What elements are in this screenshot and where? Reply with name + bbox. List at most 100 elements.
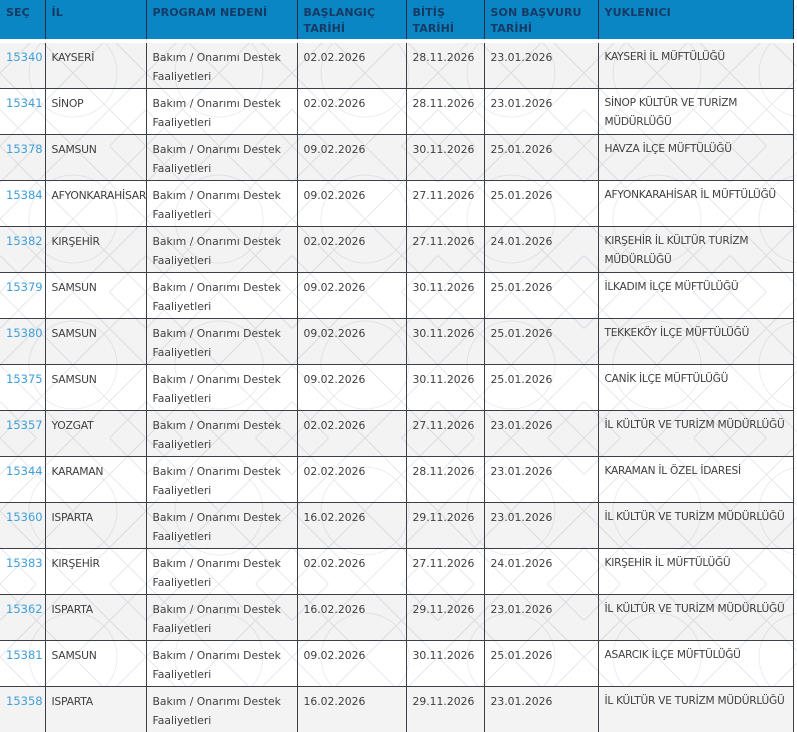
program-id-link[interactable]: 15380: [6, 326, 43, 340]
column-header-il: İL: [45, 0, 146, 41]
cell-yuklenici: ASARCIK İLÇE MÜFTÜLÜĞÜ: [598, 641, 793, 687]
program-id-link[interactable]: 15378: [6, 142, 43, 156]
cell-yuklenici: İL KÜLTÜR VE TURİZM MÜDÜRLÜĞÜ: [598, 411, 793, 457]
cell-sec: 15379: [0, 273, 45, 319]
cell-son-basvuru-tarihi: 25.01.2026: [484, 181, 598, 227]
cell-il: YOZGAT: [45, 411, 146, 457]
table-row: 15344 KARAMAN Bakım / Onarımı Destek Faa…: [0, 457, 793, 503]
cell-il: SAMSUN: [45, 135, 146, 181]
cell-son-basvuru-tarihi: 23.01.2026: [484, 503, 598, 549]
table-row: 15382 KIRŞEHİR Bakım / Onarımı Destek Fa…: [0, 227, 793, 273]
program-id-link[interactable]: 15384: [6, 188, 43, 202]
cell-son-basvuru-tarihi: 25.01.2026: [484, 319, 598, 365]
column-header-sec: SEÇ: [0, 0, 45, 41]
table-row: 15378 SAMSUN Bakım / Onarımı Destek Faal…: [0, 135, 793, 181]
cell-il: AFYONKARAHİSAR: [45, 181, 146, 227]
cell-yuklenici: AFYONKARAHİSAR İL MÜFTÜLÜĞÜ: [598, 181, 793, 227]
cell-baslangic-tarihi: 09.02.2026: [297, 135, 406, 181]
cell-yuklenici: İL KÜLTÜR VE TURİZM MÜDÜRLÜĞÜ: [598, 595, 793, 641]
cell-sec: 15360: [0, 503, 45, 549]
cell-bitis-tarihi: 28.11.2026: [406, 41, 484, 89]
cell-il: SAMSUN: [45, 365, 146, 411]
cell-baslangic-tarihi: 09.02.2026: [297, 365, 406, 411]
program-id-link[interactable]: 15383: [6, 556, 43, 570]
table-row: 15341 SİNOP Bakım / Onarımı Destek Faali…: [0, 89, 793, 135]
cell-sec: 15357: [0, 411, 45, 457]
table-row: 15357 YOZGAT Bakım / Onarımı Destek Faal…: [0, 411, 793, 457]
cell-bitis-tarihi: 30.11.2026: [406, 641, 484, 687]
cell-program-nedeni: Bakım / Onarımı Destek Faaliyetleri: [146, 319, 297, 365]
cell-sec: 15344: [0, 457, 45, 503]
program-id-link[interactable]: 15375: [6, 372, 43, 386]
table-row: 15381 SAMSUN Bakım / Onarımı Destek Faal…: [0, 641, 793, 687]
cell-baslangic-tarihi: 09.02.2026: [297, 273, 406, 319]
cell-program-nedeni: Bakım / Onarımı Destek Faaliyetleri: [146, 595, 297, 641]
column-header-yuklenici: YUKLENICI: [598, 0, 793, 41]
cell-son-basvuru-tarihi: 23.01.2026: [484, 687, 598, 732]
cell-yuklenici: İLKADIM İLÇE MÜFTÜLÜĞÜ: [598, 273, 793, 319]
cell-bitis-tarihi: 30.11.2026: [406, 365, 484, 411]
cell-il: KARAMAN: [45, 457, 146, 503]
cell-bitis-tarihi: 30.11.2026: [406, 319, 484, 365]
cell-il: KIRŞEHİR: [45, 227, 146, 273]
cell-program-nedeni: Bakım / Onarımı Destek Faaliyetleri: [146, 641, 297, 687]
table-body: 15340 KAYSERİ Bakım / Onarımı Destek Faa…: [0, 41, 793, 732]
program-id-link[interactable]: 15382: [6, 234, 43, 248]
table-row: 15340 KAYSERİ Bakım / Onarımı Destek Faa…: [0, 41, 793, 89]
cell-il: KIRŞEHİR: [45, 549, 146, 595]
cell-baslangic-tarihi: 02.02.2026: [297, 411, 406, 457]
cell-bitis-tarihi: 29.11.2026: [406, 595, 484, 641]
cell-baslangic-tarihi: 02.02.2026: [297, 457, 406, 503]
program-id-link[interactable]: 15362: [6, 602, 43, 616]
cell-sec: 15384: [0, 181, 45, 227]
cell-program-nedeni: Bakım / Onarımı Destek Faaliyetleri: [146, 273, 297, 319]
cell-program-nedeni: Bakım / Onarımı Destek Faaliyetleri: [146, 181, 297, 227]
cell-bitis-tarihi: 30.11.2026: [406, 135, 484, 181]
cell-son-basvuru-tarihi: 23.01.2026: [484, 41, 598, 89]
program-id-link[interactable]: 15341: [6, 96, 43, 110]
cell-bitis-tarihi: 27.11.2026: [406, 411, 484, 457]
cell-bitis-tarihi: 29.11.2026: [406, 503, 484, 549]
cell-sec: 15380: [0, 319, 45, 365]
cell-bitis-tarihi: 28.11.2026: [406, 89, 484, 135]
cell-son-basvuru-tarihi: 25.01.2026: [484, 641, 598, 687]
program-id-link[interactable]: 15381: [6, 648, 43, 662]
cell-il: ISPARTA: [45, 503, 146, 549]
cell-sec: 15381: [0, 641, 45, 687]
cell-bitis-tarihi: 27.11.2026: [406, 227, 484, 273]
cell-sec: 15382: [0, 227, 45, 273]
cell-yuklenici: İL KÜLTÜR VE TURİZM MÜDÜRLÜĞÜ: [598, 503, 793, 549]
cell-sec: 15358: [0, 687, 45, 732]
cell-baslangic-tarihi: 02.02.2026: [297, 549, 406, 595]
program-id-link[interactable]: 15360: [6, 510, 43, 524]
table-row: 15360 ISPARTA Bakım / Onarımı Destek Faa…: [0, 503, 793, 549]
cell-yuklenici: HAVZA İLÇE MÜFTÜLÜĞÜ: [598, 135, 793, 181]
cell-sec: 15341: [0, 89, 45, 135]
cell-baslangic-tarihi: 16.02.2026: [297, 503, 406, 549]
program-id-link[interactable]: 15344: [6, 464, 43, 478]
cell-bitis-tarihi: 27.11.2026: [406, 549, 484, 595]
cell-yuklenici: KAYSERİ İL MÜFTÜLÜĞÜ: [598, 41, 793, 89]
table-row: 15358 ISPARTA Bakım / Onarımı Destek Faa…: [0, 687, 793, 732]
column-header-baslangic: BAŞLANGIÇ TARİHİ: [297, 0, 406, 41]
cell-baslangic-tarihi: 02.02.2026: [297, 41, 406, 89]
cell-program-nedeni: Bakım / Onarımı Destek Faaliyetleri: [146, 227, 297, 273]
cell-yuklenici: İL KÜLTÜR VE TURİZM MÜDÜRLÜĞÜ: [598, 687, 793, 732]
cell-baslangic-tarihi: 09.02.2026: [297, 181, 406, 227]
cell-son-basvuru-tarihi: 24.01.2026: [484, 549, 598, 595]
table-row: 15384 AFYONKARAHİSAR Bakım / Onarımı Des…: [0, 181, 793, 227]
cell-baslangic-tarihi: 02.02.2026: [297, 89, 406, 135]
cell-il: SAMSUN: [45, 319, 146, 365]
program-id-link[interactable]: 15357: [6, 418, 43, 432]
cell-yuklenici: KIRŞEHİR İL KÜLTÜR TURİZM MÜDÜRLÜĞÜ: [598, 227, 793, 273]
cell-program-nedeni: Bakım / Onarımı Destek Faaliyetleri: [146, 365, 297, 411]
program-id-link[interactable]: 15340: [6, 50, 43, 64]
program-id-link[interactable]: 15379: [6, 280, 43, 294]
cell-son-basvuru-tarihi: 23.01.2026: [484, 411, 598, 457]
cell-yuklenici: KARAMAN İL ÖZEL İDARESİ: [598, 457, 793, 503]
table-row: 15375 SAMSUN Bakım / Onarımı Destek Faal…: [0, 365, 793, 411]
program-id-link[interactable]: 15358: [6, 694, 43, 708]
cell-son-basvuru-tarihi: 23.01.2026: [484, 457, 598, 503]
cell-program-nedeni: Bakım / Onarımı Destek Faaliyetleri: [146, 457, 297, 503]
